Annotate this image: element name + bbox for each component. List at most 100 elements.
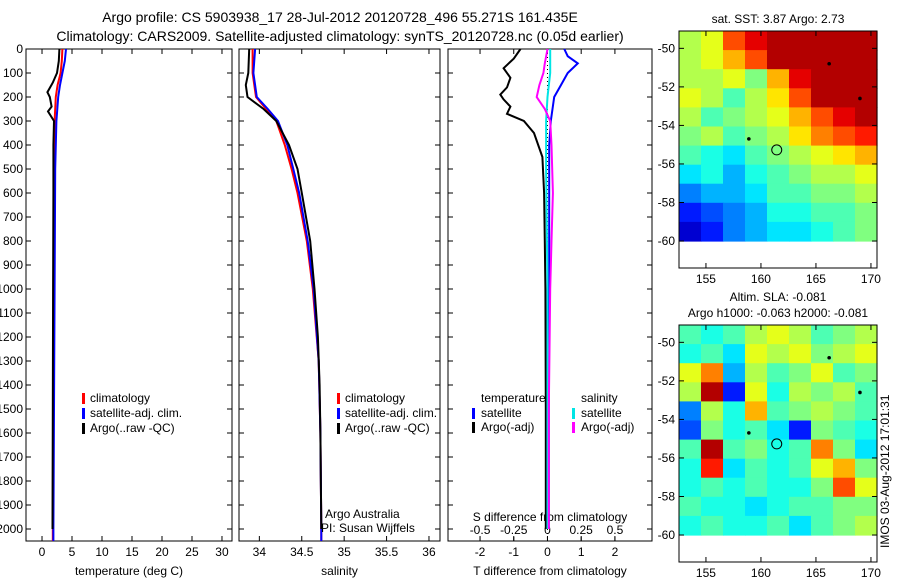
heatmap-cell [701, 325, 724, 345]
heatmap-cell [833, 183, 856, 204]
heatmap-cell [789, 107, 812, 128]
heatmap-cell [789, 477, 812, 498]
y-tick-label: 300 [3, 114, 23, 128]
heatmap-cell [723, 164, 746, 185]
heatmap-cell [701, 50, 724, 70]
x-tick-label: 15 [125, 545, 139, 559]
heatmap-cell [723, 69, 746, 89]
heatmap-cell [811, 202, 834, 223]
y-tick-label: 1300 [0, 354, 23, 368]
legend-label: satellite-adj. clim. [345, 406, 437, 420]
series-line-climatology [251, 49, 323, 541]
x-tick-label: 170 [861, 566, 881, 580]
heatmap-cell [855, 88, 878, 108]
heatmap-cell [701, 202, 724, 223]
heatmap-cell [789, 363, 812, 383]
island-marker [747, 431, 751, 435]
heatmap-cell [701, 420, 724, 441]
heatmap-cell [789, 69, 812, 89]
heatmap-cell [745, 69, 768, 89]
plot-frame [25, 48, 233, 542]
heatmap-cell [723, 221, 746, 242]
heatmap-cell [701, 344, 724, 364]
heatmap-cell [811, 325, 834, 345]
y-tick-label: 1800 [0, 474, 23, 488]
heatmap-cell [701, 107, 724, 128]
heatmap-cell [745, 458, 768, 479]
heatmap-cell [701, 88, 724, 108]
legend-swatch [82, 393, 85, 404]
heatmap-cell [767, 107, 790, 128]
heatmap-cell [701, 439, 724, 460]
heatmap-cell [789, 183, 812, 204]
heatmap-cell [811, 69, 834, 89]
legend-title-temperature: temperature [481, 391, 546, 405]
heatmap-cell [767, 164, 790, 185]
heatmap-cell [767, 145, 790, 166]
heatmap-cell [745, 420, 768, 441]
heatmap-cell [833, 439, 856, 460]
heatmap-cell [789, 126, 812, 147]
heatmap-cell [679, 145, 702, 166]
y-tick-label: 2000 [0, 522, 23, 536]
heatmap-cell [811, 107, 834, 128]
heatmap-cell [679, 496, 702, 517]
heatmap-cell [723, 31, 746, 51]
heatmap-cell [855, 126, 878, 147]
heatmap-cell [789, 221, 812, 242]
x-tick-label: 5 [69, 545, 76, 559]
heatmap-cell [679, 363, 702, 383]
heatmap-cell [811, 344, 834, 364]
heatmap-cell [855, 221, 878, 242]
heatmap-cell [723, 515, 746, 536]
x2-axis-label: S difference from climatology [473, 510, 628, 524]
heatmap-cell [767, 439, 790, 460]
heatmap-cell [701, 496, 724, 517]
heatmap-cell [701, 221, 724, 242]
heatmap-cell [745, 31, 768, 51]
title-line-1: Argo profile: CS 5903938_17 28-Jul-2012 … [102, 9, 578, 25]
heatmap-cell [679, 515, 702, 536]
heatmap-cell [745, 50, 768, 70]
heatmap-cell [855, 50, 878, 70]
x2-tick-label: -0.25 [500, 523, 528, 537]
legend-label: satellite [581, 406, 622, 420]
heatmap-cell [723, 363, 746, 383]
heatmap-cell [811, 382, 834, 402]
island-marker [827, 355, 831, 360]
heatmap-cell [679, 344, 702, 364]
y-tick-label: 1000 [0, 282, 23, 296]
heatmap-cell [789, 496, 812, 517]
island-marker [827, 61, 831, 66]
heatmap-cell [811, 420, 834, 441]
heatmap-cell [723, 382, 746, 402]
heatmap-cell [789, 439, 812, 460]
heatmap-cell [679, 477, 702, 498]
heatmap-cell [745, 325, 768, 345]
heatmap-cell [833, 382, 856, 402]
x-tick-label: 170 [861, 272, 881, 286]
heatmap-cell [767, 496, 790, 517]
timestamp: IMOS 03-Aug-2012 17:01:31 [878, 394, 892, 548]
heatmap-cell [723, 325, 746, 345]
y-tick-label: -58 [658, 195, 676, 209]
map-frame [678, 30, 878, 269]
heatmap-cell [789, 344, 812, 364]
heatmap-cell [767, 325, 790, 345]
heatmap-cell [855, 344, 878, 364]
y-tick-label: -56 [658, 451, 676, 465]
heatmap-cell [723, 420, 746, 441]
heatmap-cell [767, 69, 790, 89]
heatmap-cell [811, 164, 834, 185]
heatmap-cell [679, 439, 702, 460]
x-axis-label: T difference from climatology [473, 564, 627, 578]
annotation-text: PI: Susan Wijffels [321, 521, 415, 535]
heatmap-cell [833, 50, 856, 70]
heatmap-cell [767, 477, 790, 498]
y-tick-label: 1200 [0, 330, 23, 344]
heatmap-cell [833, 126, 856, 147]
heatmap-cell [767, 401, 790, 422]
heatmap-cell [701, 126, 724, 147]
x-tick-label: 0 [544, 545, 551, 559]
heatmap-cell [833, 31, 856, 51]
